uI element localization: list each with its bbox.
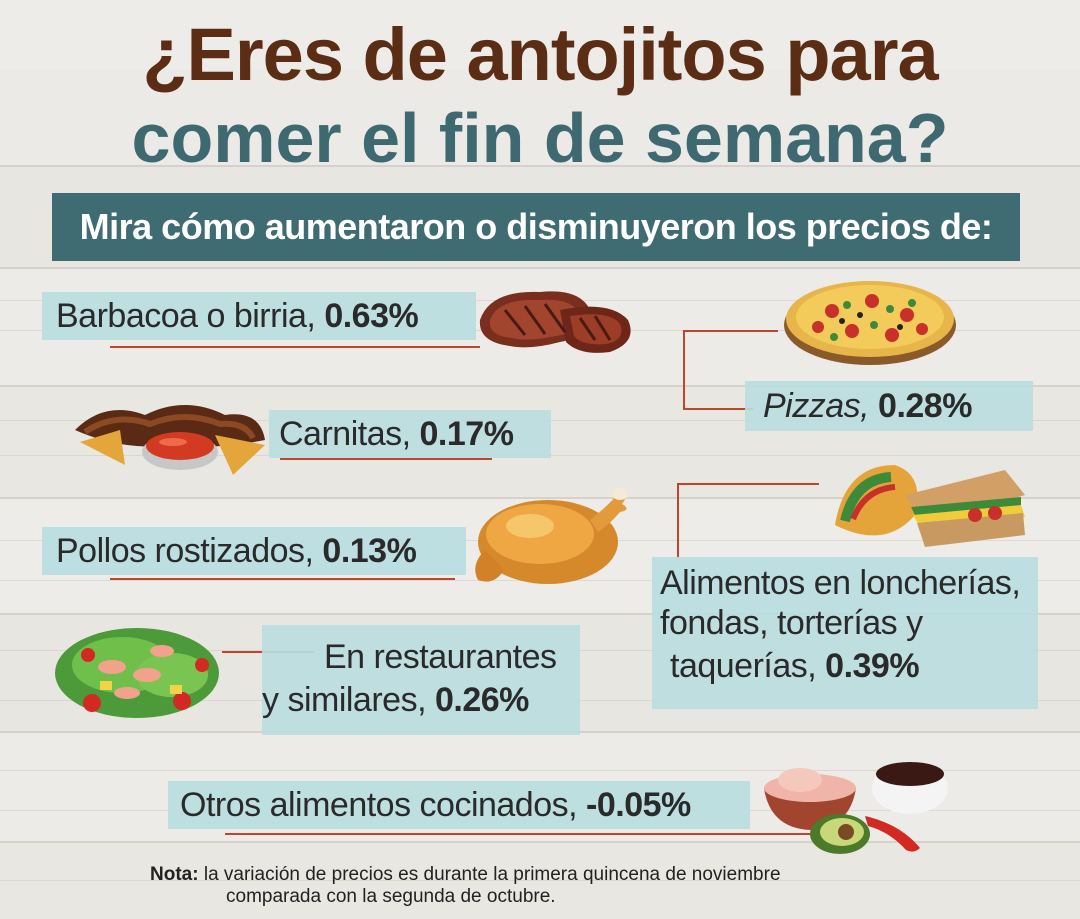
item-restaurantes-value: 0.26% (434, 681, 529, 719)
item-barbacoa: Barbacoa o birria, 0.63% (42, 292, 476, 340)
item-restaurantes-name: y similares, (262, 681, 427, 719)
item-loncherias-name: taquerías, (670, 647, 817, 685)
connector-barbacoa (110, 346, 480, 348)
dishes-icon (764, 762, 948, 854)
connector-otros (225, 833, 830, 835)
connector-carnitas (280, 458, 492, 460)
connector-pizzas-bottom (683, 408, 753, 410)
item-carnitas-value: 0.17% (419, 415, 514, 453)
item-restaurantes-line-1: En restaurantes (324, 638, 557, 676)
item-pizzas-value: 0.28% (878, 387, 972, 425)
item-carnitas: Carnitas, 0.17% (269, 410, 551, 458)
item-loncherias-line-1: Alimentos en loncherías, (660, 564, 1021, 602)
item-otros-name: Otros alimentos cocinados, (180, 786, 578, 824)
roast-chicken-icon (475, 488, 628, 584)
connector-pizzas-top (683, 330, 778, 332)
connector-pizzas-vertical (683, 330, 685, 410)
steak-icon (479, 291, 631, 353)
item-loncherias: Alimentos en loncherías, fondas, torterí… (652, 557, 1038, 709)
item-restaurantes-line-2: y similares, 0.26% (262, 677, 580, 723)
item-barbacoa-name: Barbacoa o birria, (56, 297, 316, 335)
item-loncherias-line-2: fondas, torterías y (660, 604, 923, 642)
footnote-label: Nota: (150, 864, 199, 885)
item-loncherias-line-3: taquerías, 0.39% (652, 643, 1038, 689)
item-otros: Otros alimentos cocinados, -0.05% (168, 781, 750, 829)
pizza-icon (784, 281, 956, 365)
connector-loncherias-vertical (677, 483, 679, 558)
footnote-text-1: la variación de precios es durante la pr… (203, 864, 781, 885)
item-carnitas-name: Carnitas, (279, 415, 411, 453)
item-barbacoa-value: 0.63% (324, 297, 419, 335)
item-otros-value: -0.05% (586, 786, 691, 824)
item-pizzas: Pizzas, 0.28% (745, 381, 1033, 431)
salad-icon (55, 628, 219, 718)
item-restaurantes: En restaurantes y similares, 0.26% (262, 625, 580, 735)
carnitas-icon (75, 405, 265, 475)
footnote: Nota: la variación de precios es durante… (150, 864, 781, 908)
item-pollos: Pollos rostizados, 0.13% (42, 527, 466, 575)
taco-sandwich-icon (835, 465, 1025, 547)
connector-loncherias-top (677, 483, 819, 485)
item-loncherias-value: 0.39% (825, 647, 920, 685)
subtitle-banner: Mira cómo aumentaron o disminuyeron los … (52, 193, 1020, 261)
title-line-1: ¿Eres de antojitos para (142, 13, 938, 96)
footnote-text-2: comparada con la segunda de octubre. (226, 886, 556, 907)
item-pollos-name: Pollos rostizados, (56, 532, 314, 570)
item-pizzas-name: Pizzas, (763, 387, 870, 425)
item-pollos-value: 0.13% (322, 532, 417, 570)
title-line-2: comer el fin de semana? (131, 99, 949, 177)
connector-pollos (110, 578, 455, 580)
footnote-line-1: Nota: la variación de precios es durante… (150, 864, 781, 886)
